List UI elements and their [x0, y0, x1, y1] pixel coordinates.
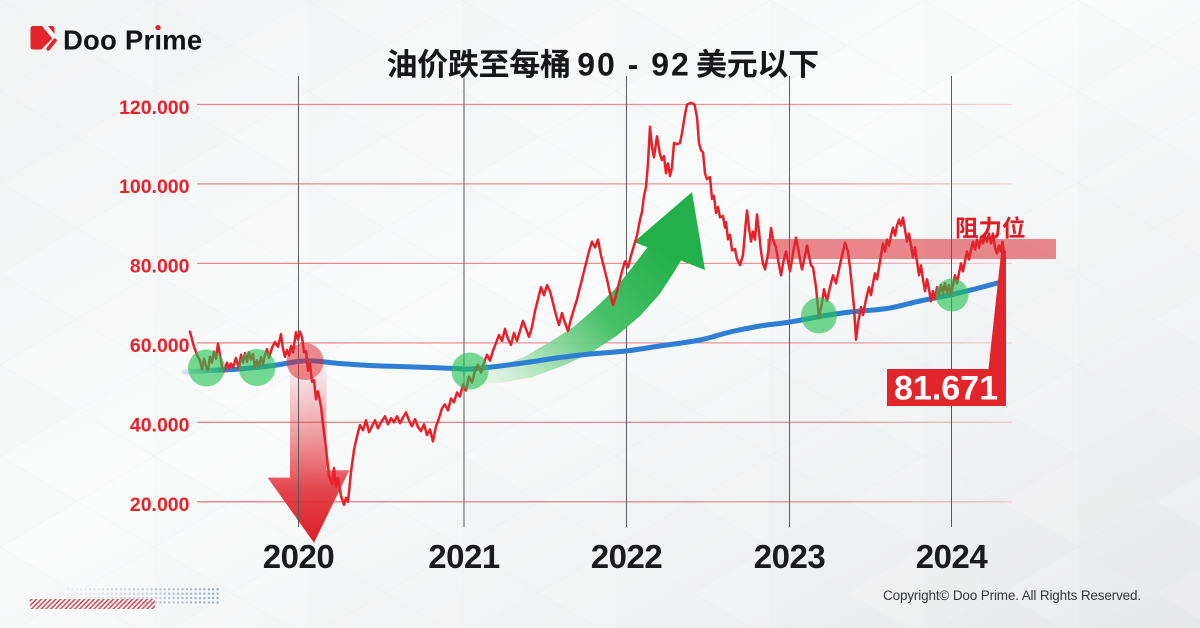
svg-text:2024: 2024	[916, 538, 989, 575]
svg-text:Doo Prıme: Doo Prıme	[63, 25, 202, 56]
svg-text:20.000: 20.000	[130, 494, 190, 516]
svg-text:40.000: 40.000	[130, 415, 190, 437]
svg-text:80.000: 80.000	[130, 256, 190, 278]
svg-text:100.000: 100.000	[119, 176, 190, 198]
svg-text:2020: 2020	[263, 538, 334, 575]
svg-text:120.000: 120.000	[119, 97, 190, 119]
svg-text:90 - 92: 90 - 92	[577, 47, 691, 83]
svg-text:2023: 2023	[754, 538, 826, 575]
svg-text:81.671: 81.671	[894, 370, 998, 408]
svg-text:2021: 2021	[428, 538, 500, 575]
svg-text:Copyright© Doo Prime. All Righ: Copyright© Doo Prime. All Rights Reserve…	[883, 588, 1141, 603]
svg-text:2022: 2022	[591, 538, 663, 575]
svg-text:60.000: 60.000	[130, 335, 190, 357]
